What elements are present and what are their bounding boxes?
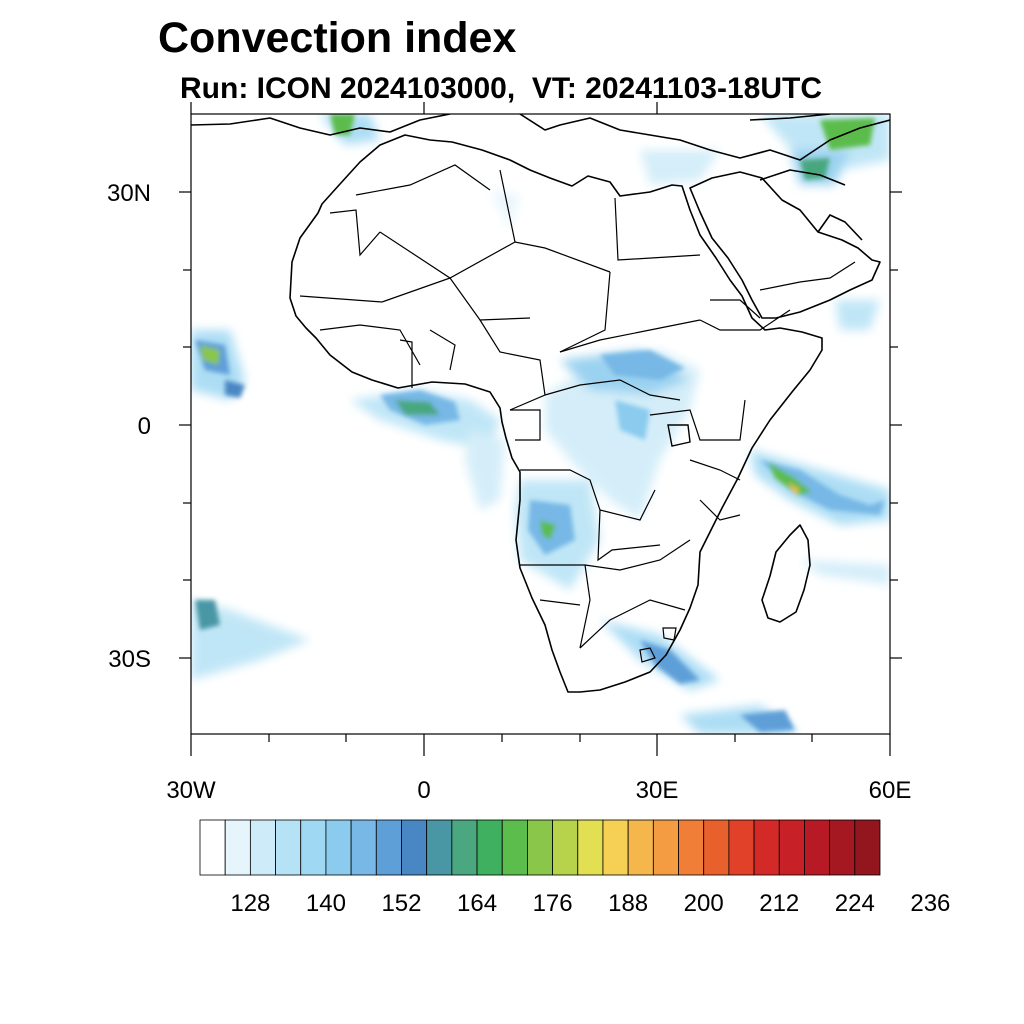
colorbar-tick-label: 212 <box>759 890 799 917</box>
map-frame <box>190 113 891 735</box>
colorbar-swatch <box>804 819 831 876</box>
lat-label-0: 0 <box>138 413 151 440</box>
colorbar-swatch <box>451 819 478 876</box>
coastline <box>191 114 890 693</box>
colorbar-tick-label: 164 <box>457 890 497 917</box>
colorbar-tick-label: 176 <box>533 890 573 917</box>
lon-label-30e: 30E <box>636 777 679 804</box>
colorbar-swatch <box>778 819 805 876</box>
colorbar-swatch <box>652 819 679 876</box>
colorbar-swatch <box>527 819 553 876</box>
colorbar-swatch <box>401 819 428 876</box>
colorbar-swatch <box>325 819 352 876</box>
colorbar-tick-label: 188 <box>608 890 648 917</box>
colorbar-swatch <box>476 819 503 876</box>
chart-subtitle: Run: ICON 2024103000, VT: 20241103-18UTC <box>180 72 822 105</box>
colorbar-swatch <box>678 819 705 876</box>
colorbar-swatch <box>577 819 604 876</box>
colorbar-swatch <box>375 819 402 876</box>
colorbar-swatch <box>728 819 755 876</box>
colorbar-swatch <box>300 819 327 876</box>
chart-title: Convection index <box>158 14 517 62</box>
colorbar-swatch <box>602 819 629 876</box>
colorbar-tick-label: 128 <box>230 890 270 917</box>
colorbar-swatch <box>224 819 251 876</box>
colorbar-swatch <box>199 819 226 876</box>
lat-label-30n: 30N <box>107 180 151 207</box>
colorbar-tick-label: 152 <box>381 890 421 917</box>
lon-label-30w: 30W <box>166 777 216 804</box>
lake-victoria <box>667 424 691 447</box>
colorbar-tick-label: 140 <box>306 890 346 917</box>
colorbar-swatch <box>854 819 881 876</box>
lon-label-60e: 60E <box>869 777 912 804</box>
colorbar-swatch <box>753 819 780 876</box>
colorbar-swatch <box>275 819 302 876</box>
colorbar-swatch <box>703 819 730 876</box>
colorbar-swatch <box>552 819 579 876</box>
country-borders <box>299 164 856 663</box>
colorbar-swatch <box>627 819 654 876</box>
colorbar-swatch <box>426 819 453 876</box>
colorbar-tick-label: 236 <box>910 890 950 917</box>
colorbar <box>199 819 881 876</box>
colorbar-swatch <box>829 819 856 876</box>
lon-label-0: 0 <box>417 777 430 804</box>
colorbar-labels: 128 140 152 164 176 188 200 212 224 236 <box>230 890 950 917</box>
colorbar-tick-label: 200 <box>684 890 724 917</box>
lat-label-30s: 30S <box>108 646 151 673</box>
colorbar-swatch <box>350 819 377 876</box>
colorbar-tick-label: 224 <box>835 890 875 917</box>
colorbar-swatch <box>249 819 276 876</box>
colorbar-swatch <box>501 819 528 876</box>
axis-ticks <box>179 102 902 756</box>
